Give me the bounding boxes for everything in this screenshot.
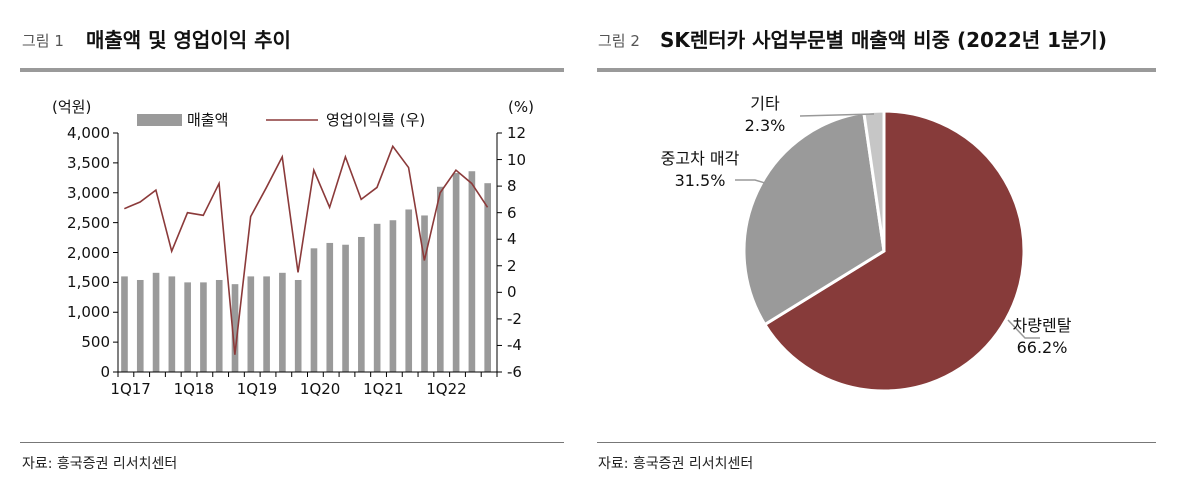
y2-tick-label: -4 (507, 336, 522, 355)
bar (373, 223, 381, 372)
slice-value: 31.5% (674, 171, 726, 190)
pie-chart-plot (735, 109, 1040, 393)
x-tick-label: 1Q21 (363, 380, 404, 398)
figure-label: 그림 1 (22, 32, 64, 50)
leader-line (1007, 319, 1040, 339)
y2-tick-label: 10 (507, 150, 527, 169)
slice-value: 66.2% (1016, 338, 1068, 357)
leader-line (735, 179, 766, 184)
legend-swatch-bar (137, 114, 182, 126)
x-tick-label: 1Q22 (426, 380, 467, 398)
y-tick-label: 0 (100, 363, 110, 381)
legend-label: 영업이익률 (우) (326, 111, 426, 129)
pie-slice (742, 110, 886, 327)
source-note: 자료: 흥국증권 리서치센터 (598, 456, 754, 472)
bar (263, 276, 270, 372)
y-tick-label: 2,500 (67, 213, 110, 232)
leader-line (799, 113, 875, 117)
line-series (124, 144, 489, 355)
y2-tick-label: 8 (507, 177, 517, 196)
y-tick-label: 3,000 (67, 183, 110, 202)
x-tick-label: 1Q20 (299, 380, 341, 398)
y-tick-label: 1,000 (67, 303, 110, 322)
x-tick-label: 1Q19 (236, 380, 278, 398)
source-note: 자료: 흥국증권 리서치센터 (22, 456, 178, 472)
y-tick-label: 500 (81, 333, 110, 352)
bar (342, 244, 349, 372)
y2-tick-label: 12 (507, 124, 527, 142)
bar (468, 171, 476, 372)
y-axis-label: (억원) (52, 98, 92, 116)
combo-chart-plot (113, 114, 502, 377)
y-tick-label: 2,000 (67, 243, 110, 262)
y2-tick-label: 2 (507, 256, 517, 275)
bar (184, 282, 191, 372)
x-tick-label: 1Q18 (173, 380, 215, 398)
x-tick-label: 1Q17 (110, 380, 151, 398)
combo-chart: (억원) (%) 매출액 영업이익률 (우) 0 500 1,000 1,500 2,000 2,… (0, 80, 580, 410)
bar (247, 276, 255, 372)
bar (231, 284, 239, 372)
y2-tick-label: 0 (507, 283, 517, 302)
slice-label: 기타 (750, 94, 780, 113)
chart-title: SK렌터카 사업부문별 매출액 비중 (2022년 1분기) (660, 28, 1107, 52)
title-divider (20, 68, 564, 72)
slice-value: 2.3% (744, 116, 786, 135)
bar (310, 248, 318, 372)
y2-tick-label: -2 (507, 309, 522, 328)
bar (421, 215, 428, 372)
y-tick-label: 3,500 (67, 153, 110, 172)
y2-tick-label: 6 (507, 203, 517, 222)
bar (436, 186, 444, 372)
slice-label: 중고차 매각 (660, 149, 740, 168)
bar (152, 272, 160, 372)
y2-axis-label: (%) (508, 98, 534, 116)
pie-slice (862, 109, 886, 252)
footer-divider (20, 442, 564, 443)
bar (326, 242, 334, 372)
bar (389, 220, 397, 372)
footer-divider (597, 442, 1156, 443)
figure-label: 그림 2 (598, 32, 640, 50)
bar (405, 209, 413, 372)
bar (484, 183, 491, 372)
y-tick-label: 4,000 (67, 124, 110, 142)
bar (279, 272, 286, 372)
bar (200, 282, 207, 372)
y2-tick-label: -6 (507, 363, 522, 381)
pie-chart: 차량렌탈 66.2% 중고차 매각 31.5% 기타 2.3% (590, 80, 1170, 410)
chart-title: 매출액 및 영업이익 추이 (86, 28, 291, 52)
bar (136, 279, 144, 372)
y-tick-label: 1,500 (67, 273, 110, 292)
bar (452, 173, 460, 372)
y2-tick-label: 4 (507, 230, 517, 249)
bar (121, 276, 128, 372)
slice-label: 차량렌탈 (1012, 316, 1072, 335)
pie-slice (762, 109, 1026, 393)
bar (215, 279, 223, 372)
bar (294, 279, 302, 372)
title-divider (597, 68, 1156, 72)
bar (168, 276, 176, 372)
legend-label: 매출액 (187, 111, 229, 129)
bar (358, 236, 365, 372)
